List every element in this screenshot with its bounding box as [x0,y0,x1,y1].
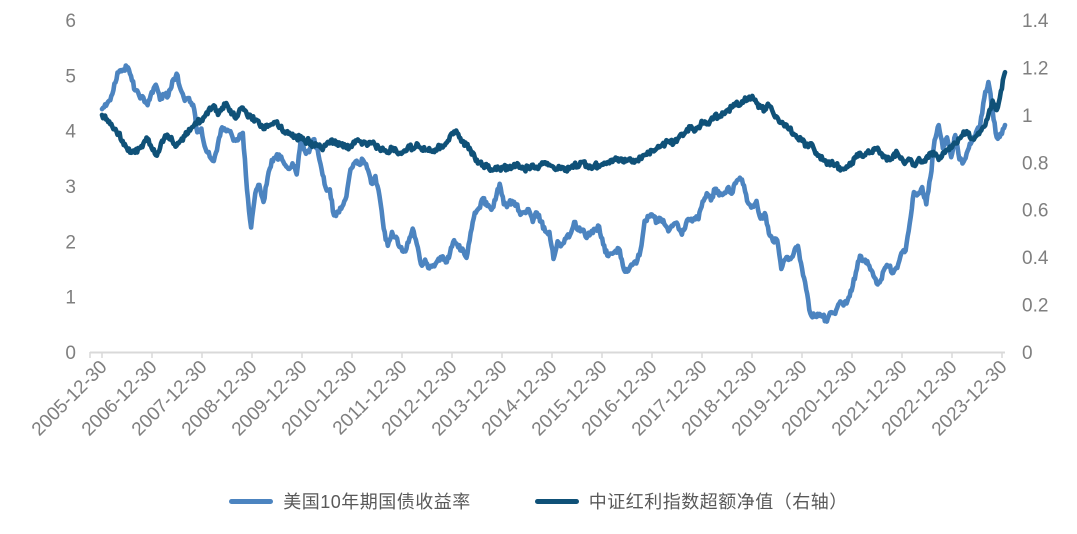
left-axis-labels: 0 1 2 3 4 5 6 [65,11,76,364]
right-axis-tick-label: 0.8 [1022,153,1048,174]
left-axis-tick-label: 6 [65,11,76,32]
right-axis-tick-label: 1 [1022,106,1033,127]
left-axis-tick-label: 4 [65,122,76,143]
left-axis-tick-label: 5 [65,66,76,87]
excess-nv-legend-label: 中证红利指数超额净值（右轴） [588,492,848,512]
us10y-legend-label: 美国10年期国债收益率 [283,492,471,512]
line-chart-canvas: 0 1 2 3 4 5 6 0 0.2 0.4 0.6 0.8 1 1.2 1.4 2005-12-302… [28,11,1049,441]
legend-item-excess-nv: 中证红利指数超额净值（右轴） [534,488,848,514]
excess-nv-line [99,69,1008,174]
right-axis-tick-label: 0 [1022,343,1033,364]
left-axis-tick-label: 2 [65,232,76,253]
left-axis-tick-label: 1 [65,288,76,309]
right-axis-tick-label: 0.6 [1022,201,1048,222]
legend: 美国10年期国债收益率 中证红利指数超额净值（右轴） [0,488,1077,514]
x-axis [89,351,1005,358]
legend-item-us10y: 美国10年期国债收益率 [229,488,471,514]
excess-nv-line-swatch [534,498,579,504]
right-axis-tick-label: 0.4 [1022,248,1049,269]
us10y-line-swatch [229,498,274,504]
right-axis-tick-label: 0.2 [1022,296,1048,317]
left-axis-tick-label: 3 [65,177,76,198]
x-axis-labels: 2005-12-302006-12-302007-12-302008-12-30… [28,357,1012,441]
us10y-yield-line [99,63,1008,324]
right-axis-tick-label: 1.4 [1022,11,1049,32]
right-axis-labels: 0 0.2 0.4 0.6 0.8 1 1.2 1.4 [1022,11,1049,364]
left-axis-tick-label: 0 [65,343,76,364]
right-axis-tick-label: 1.2 [1022,58,1048,79]
plot-series [99,63,1008,324]
